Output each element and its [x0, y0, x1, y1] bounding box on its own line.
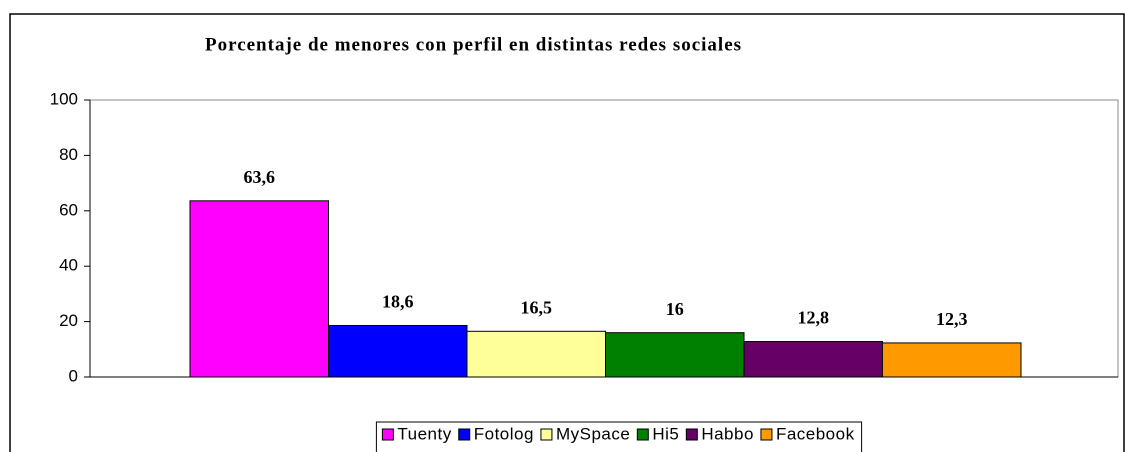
legend-swatch [540, 428, 553, 441]
data-label: 12,8 [798, 308, 830, 328]
y-tick-label: 0 [69, 366, 78, 385]
data-label: 16,5 [521, 297, 553, 317]
bar [605, 332, 745, 378]
legend-label: MySpace [556, 424, 630, 443]
data-label: 63,6 [244, 167, 276, 187]
legend-label: Facebook [776, 424, 855, 443]
y-tick-label: 60 [59, 200, 78, 219]
legend-label: Tuenty [397, 424, 451, 443]
legend-label: Habbo [701, 424, 754, 443]
bar [743, 341, 883, 378]
bar [882, 342, 1022, 378]
bar [328, 324, 468, 378]
legend [375, 421, 863, 452]
legend-swatch [760, 428, 773, 441]
legend-label: Fotolog [474, 424, 534, 443]
data-label: 16 [666, 299, 684, 319]
y-tick-label: 100 [50, 89, 78, 108]
legend-swatch [458, 428, 471, 441]
bar [466, 330, 606, 378]
data-label: 12,3 [936, 309, 968, 329]
chart-title: Porcentaje de menores con perfil en dist… [205, 34, 742, 55]
bar [189, 200, 329, 378]
y-tick-label: 80 [59, 145, 78, 164]
legend-label: Hi5 [652, 424, 679, 443]
legend-swatch [381, 428, 394, 441]
legend-swatch [685, 428, 698, 441]
y-tick-label: 20 [59, 311, 78, 330]
y-tick-label: 40 [59, 256, 78, 275]
legend-swatch [636, 428, 649, 441]
data-label: 18,6 [382, 292, 414, 312]
